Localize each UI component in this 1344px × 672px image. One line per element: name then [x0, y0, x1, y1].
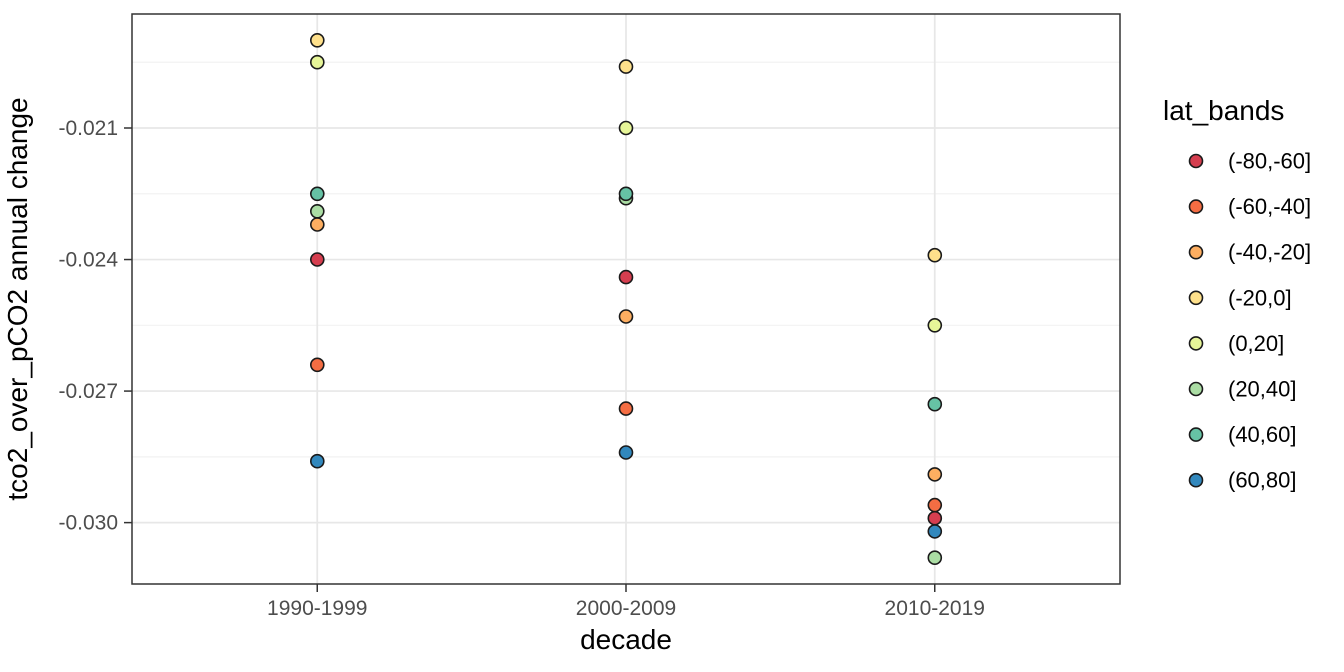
data-point: [927, 317, 943, 333]
data-point: [927, 524, 943, 539]
legend: lat_bands (-80,-60] (-60,-40] (-40,-20] (-2…: [1163, 95, 1311, 493]
data-point: [927, 510, 943, 526]
legend-swatch: [1188, 472, 1204, 488]
y-tick-label: -0.024: [58, 249, 118, 272]
data-point: [309, 54, 325, 70]
y-axis-title: tco2_over_pCO2 annual change: [2, 97, 33, 500]
data-point: [927, 497, 943, 513]
data-point: [309, 204, 325, 219]
legend-swatch: [1188, 290, 1204, 306]
data-point: [618, 59, 634, 74]
legend-label: (-40,-20]: [1228, 240, 1311, 265]
data-point: [618, 120, 634, 136]
legend-swatch: [1188, 427, 1204, 442]
legend-label: (40,60]: [1228, 422, 1297, 447]
data-point: [927, 467, 943, 482]
x-tick-label: 2000-2009: [576, 597, 676, 620]
legend-label: (60,80]: [1228, 468, 1297, 493]
data-point: [309, 217, 325, 232]
legend-label: (20,40]: [1228, 377, 1297, 402]
data-point: [618, 401, 634, 416]
data-point: [618, 269, 634, 285]
x-tick-label: 2010-2019: [885, 597, 985, 620]
plot-panel: [131, 13, 1121, 585]
data-point: [309, 453, 325, 469]
legend-swatch: [1188, 199, 1204, 214]
legend-label: (-20,0]: [1228, 285, 1292, 310]
data-point: [927, 396, 943, 412]
data-point: [618, 445, 634, 460]
axes-layer: -0.021 -0.024 -0.027 -0.030 1990-1999 2000-20…: [58, 117, 985, 620]
legend-label: (-60,-40]: [1228, 194, 1311, 219]
legend-items: (-80,-60] (-60,-40] (-40,-20] (-20,0] (0,20]…: [1188, 149, 1311, 493]
legend-label: (-80,-60]: [1228, 149, 1311, 174]
data-point: [309, 186, 325, 202]
data-point: [927, 247, 943, 263]
data-point: [309, 252, 325, 267]
data-points-layer: [309, 32, 943, 566]
legend-swatch: [1188, 153, 1204, 169]
y-tick-label: -0.021: [58, 117, 118, 140]
y-tick-label: -0.027: [58, 380, 118, 403]
legend-label: (0,20]: [1228, 331, 1284, 356]
legend-title: lat_bands: [1163, 95, 1284, 126]
data-point: [618, 309, 634, 324]
x-axis-title: decade: [580, 624, 672, 655]
x-tick-label: 1990-1999: [267, 597, 367, 620]
legend-swatch: [1188, 244, 1204, 260]
data-point: [618, 186, 634, 202]
data-point: [927, 550, 943, 566]
legend-swatch: [1188, 381, 1204, 397]
data-point: [309, 32, 325, 48]
y-tick-label: -0.030: [58, 512, 118, 535]
legend-swatch: [1188, 336, 1204, 351]
data-point: [309, 357, 325, 373]
